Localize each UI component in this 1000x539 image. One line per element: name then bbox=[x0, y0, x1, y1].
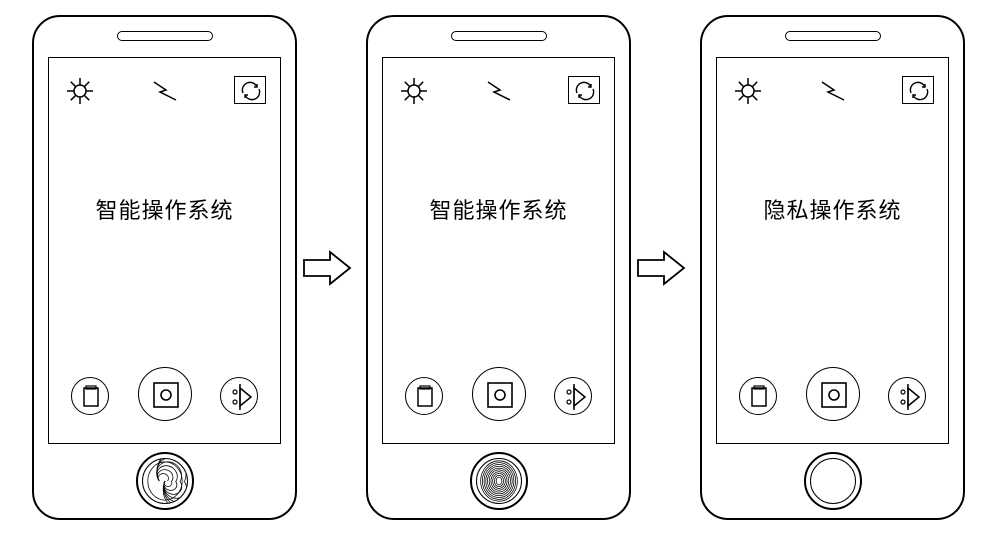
bottom-icon-row bbox=[717, 361, 948, 421]
fingerprint-icon bbox=[476, 458, 522, 504]
transition-arrow-icon bbox=[636, 248, 686, 288]
top-icon-row bbox=[717, 74, 948, 108]
speaker-slot bbox=[117, 31, 213, 41]
camera-switch-icon[interactable] bbox=[234, 76, 266, 104]
camera-switch-icon[interactable] bbox=[568, 76, 600, 104]
screen-title: 智能操作系统 bbox=[383, 193, 614, 225]
bottom-icon-row bbox=[49, 361, 280, 421]
filter-button[interactable] bbox=[220, 377, 258, 415]
phone-frame: 智能操作系统 bbox=[32, 15, 297, 520]
camera-switch-icon[interactable] bbox=[902, 76, 934, 104]
screen-title: 隐私操作系统 bbox=[717, 193, 948, 225]
fingerprint-icon bbox=[142, 458, 188, 504]
top-icon-row bbox=[49, 74, 280, 108]
bottom-icon-row bbox=[383, 361, 614, 421]
home-button[interactable] bbox=[804, 452, 862, 510]
settings-gear-icon[interactable] bbox=[733, 76, 763, 106]
flash-icon[interactable] bbox=[818, 78, 848, 104]
top-icon-row bbox=[383, 74, 614, 108]
filter-button[interactable] bbox=[554, 377, 592, 415]
screen-area: 智能操作系统 bbox=[48, 57, 281, 444]
diagram-stage: 智能操作系统 bbox=[0, 0, 1000, 539]
shutter-button[interactable] bbox=[806, 367, 860, 421]
screen-area: 智能操作系统 bbox=[382, 57, 615, 444]
home-button[interactable] bbox=[136, 452, 194, 510]
flash-icon[interactable] bbox=[150, 78, 180, 104]
settings-gear-icon[interactable] bbox=[399, 76, 429, 106]
screen-title: 智能操作系统 bbox=[49, 193, 280, 225]
shutter-button[interactable] bbox=[472, 367, 526, 421]
gallery-button[interactable] bbox=[405, 377, 443, 415]
transition-arrow-icon bbox=[302, 248, 352, 288]
phone-frame: 智能操作系统 bbox=[366, 15, 631, 520]
speaker-slot bbox=[785, 31, 881, 41]
gallery-button[interactable] bbox=[739, 377, 777, 415]
flash-icon[interactable] bbox=[484, 78, 514, 104]
home-button[interactable] bbox=[470, 452, 528, 510]
filter-button[interactable] bbox=[888, 377, 926, 415]
phone-frame: 隐私操作系统 bbox=[700, 15, 965, 520]
fingerprint-icon bbox=[810, 458, 856, 504]
gallery-button[interactable] bbox=[71, 377, 109, 415]
settings-gear-icon[interactable] bbox=[65, 76, 95, 106]
speaker-slot bbox=[451, 31, 547, 41]
shutter-button[interactable] bbox=[138, 367, 192, 421]
screen-area: 隐私操作系统 bbox=[716, 57, 949, 444]
